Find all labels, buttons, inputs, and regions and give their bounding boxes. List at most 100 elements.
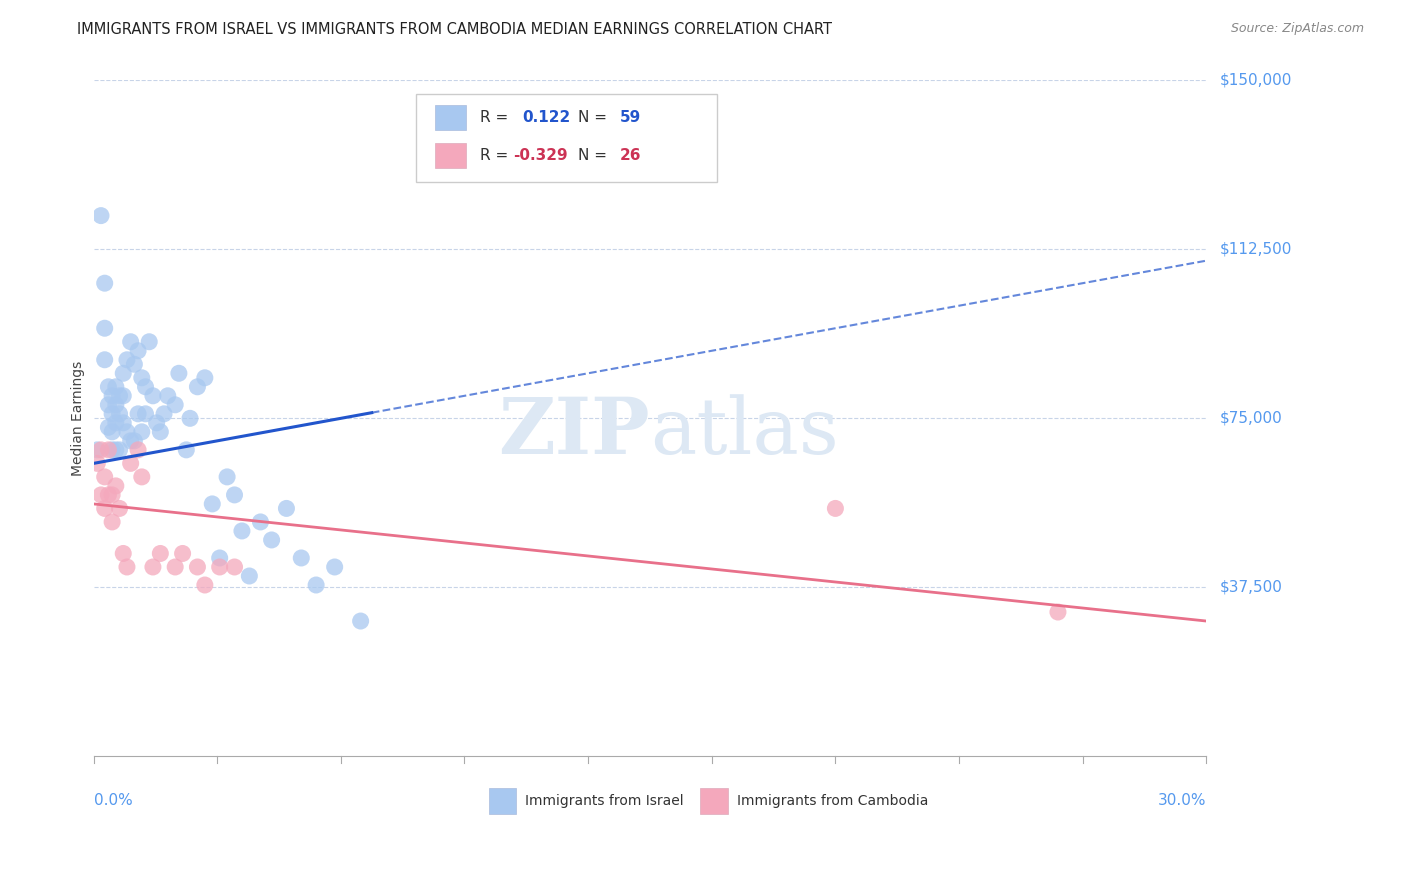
Point [86, 456, 108, 470]
Text: IMMIGRANTS FROM ISRAEL VS IMMIGRANTS FROM CAMBODIA MEDIAN EARNINGS CORRELATION C: IMMIGRANTS FROM ISRAEL VS IMMIGRANTS FRO… [77, 22, 832, 37]
Point [145, 416, 167, 430]
Point [153, 407, 176, 421]
Point [97, 380, 120, 394]
Text: $37,500: $37,500 [1220, 580, 1284, 595]
Point [131, 425, 153, 439]
Point [149, 546, 172, 560]
Point [290, 551, 312, 566]
FancyBboxPatch shape [700, 788, 728, 814]
Text: $112,500: $112,500 [1220, 242, 1292, 257]
Point [142, 560, 165, 574]
Point [115, 560, 138, 574]
Point [90, 442, 112, 457]
Point [97, 420, 120, 434]
Point [104, 479, 127, 493]
Text: N =: N = [578, 148, 606, 163]
Text: Immigrants from Cambodia: Immigrants from Cambodia [737, 794, 928, 808]
Text: 0.122: 0.122 [522, 110, 571, 125]
Point [101, 389, 124, 403]
Text: R =: R = [479, 110, 508, 125]
Point [134, 407, 156, 421]
Point [276, 501, 298, 516]
Point [824, 501, 846, 516]
Text: 0.0%: 0.0% [94, 793, 132, 808]
Point [217, 470, 239, 484]
Text: Source: ZipAtlas.com: Source: ZipAtlas.com [1230, 22, 1364, 36]
Point [305, 578, 328, 592]
FancyBboxPatch shape [436, 143, 467, 169]
Point [186, 560, 208, 574]
Text: 30.0%: 30.0% [1157, 793, 1206, 808]
Point [201, 497, 224, 511]
Point [194, 578, 217, 592]
Point [1046, 605, 1069, 619]
Point [93, 321, 115, 335]
Point [97, 442, 120, 457]
Text: Immigrants from Israel: Immigrants from Israel [526, 794, 683, 808]
Point [112, 416, 135, 430]
Text: $150,000: $150,000 [1220, 73, 1292, 88]
Point [101, 442, 124, 457]
Point [108, 407, 131, 421]
Point [108, 389, 131, 403]
Point [101, 515, 124, 529]
Point [208, 551, 231, 566]
Point [104, 380, 127, 394]
Point [349, 614, 371, 628]
Point [115, 425, 138, 439]
Point [120, 456, 142, 470]
Point [97, 488, 120, 502]
Point [131, 371, 153, 385]
Point [127, 343, 149, 358]
Point [231, 524, 253, 538]
Point [149, 425, 172, 439]
Point [176, 442, 198, 457]
Point [127, 442, 149, 457]
Point [167, 366, 190, 380]
Point [323, 560, 346, 574]
Text: N =: N = [578, 110, 606, 125]
Point [120, 434, 142, 448]
Text: ZIP: ZIP [498, 394, 650, 470]
Point [165, 398, 187, 412]
Point [93, 501, 115, 516]
Point [101, 407, 124, 421]
Point [260, 533, 283, 547]
Point [138, 334, 160, 349]
Point [124, 357, 146, 371]
Point [108, 442, 131, 457]
Text: 59: 59 [620, 110, 641, 125]
Point [120, 334, 142, 349]
Point [194, 371, 217, 385]
Point [208, 560, 231, 574]
Text: R =: R = [479, 148, 508, 163]
Point [186, 380, 208, 394]
Point [90, 488, 112, 502]
Point [90, 209, 112, 223]
Point [97, 398, 120, 412]
Point [112, 389, 135, 403]
Point [127, 407, 149, 421]
Point [86, 442, 108, 457]
Point [93, 352, 115, 367]
FancyBboxPatch shape [416, 94, 717, 182]
Text: -0.329: -0.329 [513, 148, 568, 163]
Point [224, 488, 246, 502]
Point [101, 488, 124, 502]
Point [224, 560, 246, 574]
Point [124, 434, 146, 448]
Text: atlas: atlas [650, 394, 839, 470]
Point [179, 411, 201, 425]
Point [131, 470, 153, 484]
Point [93, 276, 115, 290]
FancyBboxPatch shape [489, 788, 516, 814]
Y-axis label: Median Earnings: Median Earnings [72, 360, 86, 476]
Point [112, 546, 135, 560]
Point [238, 569, 260, 583]
Point [112, 366, 135, 380]
Text: $75,000: $75,000 [1220, 411, 1282, 425]
Point [104, 416, 127, 430]
Point [104, 398, 127, 412]
Point [101, 425, 124, 439]
Point [172, 546, 194, 560]
